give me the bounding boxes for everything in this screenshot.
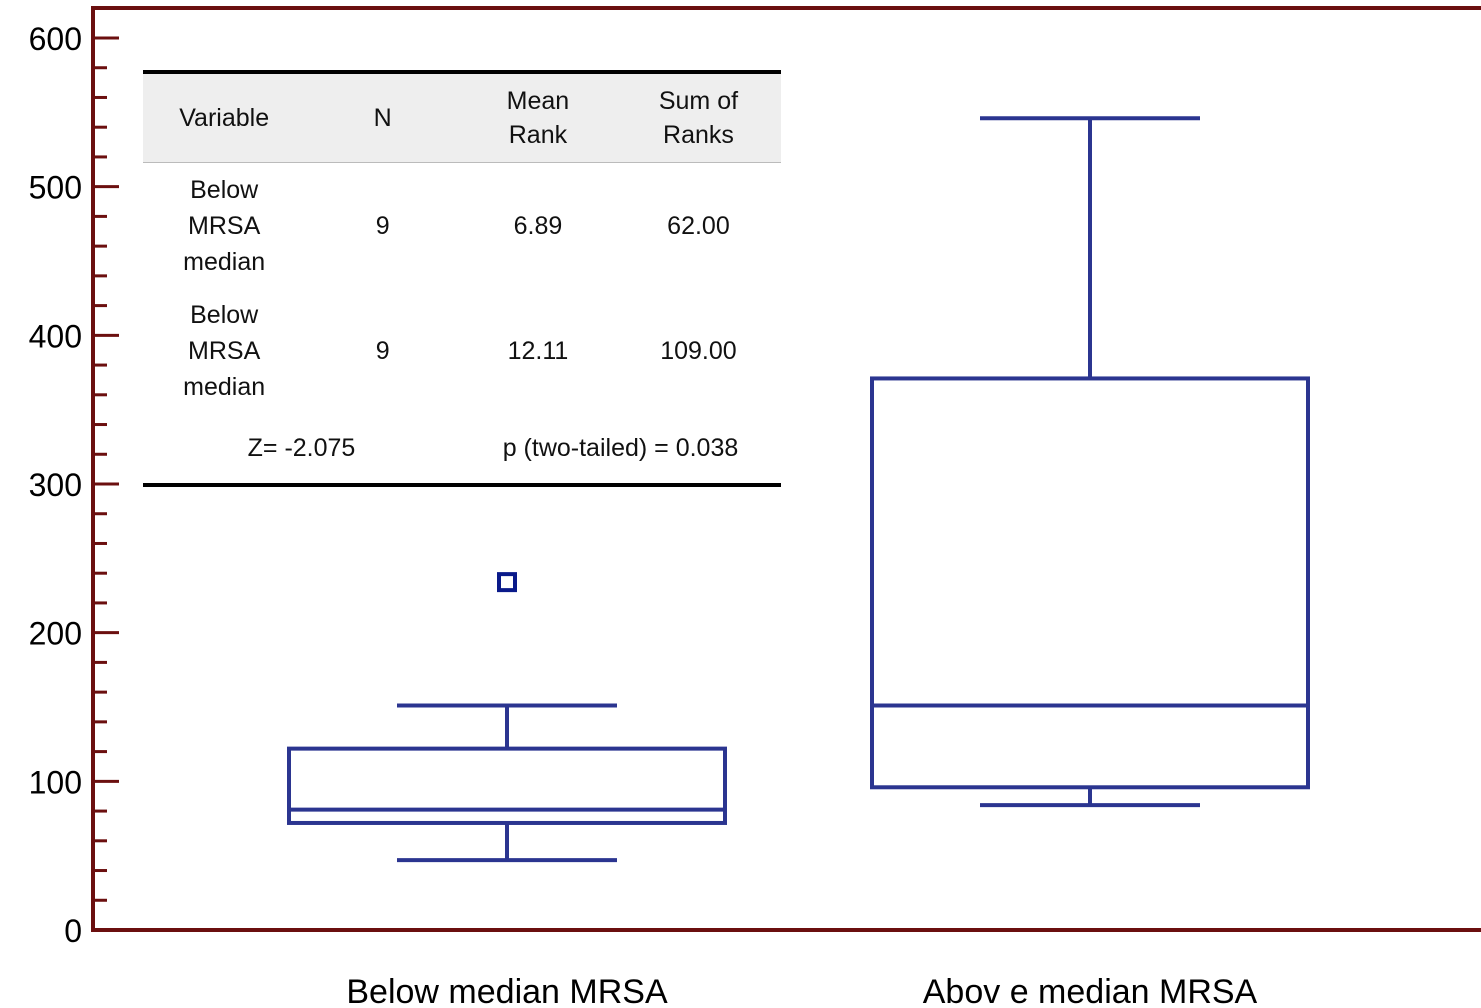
table-header-row: Variable N Mean Rank Sum of Ranks xyxy=(143,72,781,163)
box-plot-group xyxy=(870,116,1310,808)
interquartile-box xyxy=(870,376,1310,790)
y-tick-label: 300 xyxy=(29,467,82,503)
x-category-label: Below median MRSA xyxy=(346,973,668,1008)
y-tick-label: 100 xyxy=(29,764,82,800)
y-tick-label: 600 xyxy=(29,21,82,57)
y-tick-label: 200 xyxy=(29,616,82,652)
rank-statistics-table: Variable N Mean Rank Sum of Ranks Below … xyxy=(143,70,781,487)
cell-mean-rank: 6.89 xyxy=(513,211,563,240)
z-statistic: Z= -2.075 xyxy=(143,413,460,487)
cell-variable-text: Below MRSA median xyxy=(183,175,266,276)
box-plot-group xyxy=(287,572,727,863)
table-row: Below MRSA median 9 6.89 62.00 xyxy=(143,163,781,289)
x-category-label: Abov e median MRSA xyxy=(923,973,1258,1008)
header-sum-of-ranks-label: Sum of Ranks xyxy=(658,87,739,149)
test-statistics-row: Z= -2.075 p (two-tailed) = 0.038 xyxy=(143,413,781,487)
outlier-point xyxy=(497,572,517,593)
y-tick-label: 0 xyxy=(64,913,82,949)
cell-sum-ranks: 109.00 xyxy=(660,336,737,365)
axes: 0 100 200 300 400 500 600 xyxy=(29,6,1481,949)
cell-variable: Below MRSA median xyxy=(143,288,305,413)
x-axis-labels: Below median MRSA Abov e median MRSA xyxy=(346,973,1257,1008)
cell-sum-ranks: 62.00 xyxy=(667,211,730,240)
header-sum-of-ranks: Sum of Ranks xyxy=(615,72,781,163)
cell-n: 9 xyxy=(375,336,390,365)
header-mean-rank: Mean Rank xyxy=(459,72,616,163)
cell-mean-rank: 12.11 xyxy=(507,336,569,365)
box-plots xyxy=(287,116,1310,863)
cell-n: 9 xyxy=(375,211,390,240)
interquartile-box xyxy=(287,746,727,825)
y-tick-label: 400 xyxy=(29,318,82,354)
p-value: p (two-tailed) = 0.038 xyxy=(459,413,781,487)
cell-variable: Below MRSA median xyxy=(143,163,305,289)
cell-variable-text: Below MRSA median xyxy=(183,300,266,401)
table-row: Below MRSA median 9 12.11 109.00 xyxy=(143,288,781,413)
header-mean-rank-label: Mean Rank xyxy=(506,87,570,149)
header-n: N xyxy=(305,72,460,163)
y-tick-label: 500 xyxy=(29,170,82,206)
header-variable: Variable xyxy=(143,72,306,163)
